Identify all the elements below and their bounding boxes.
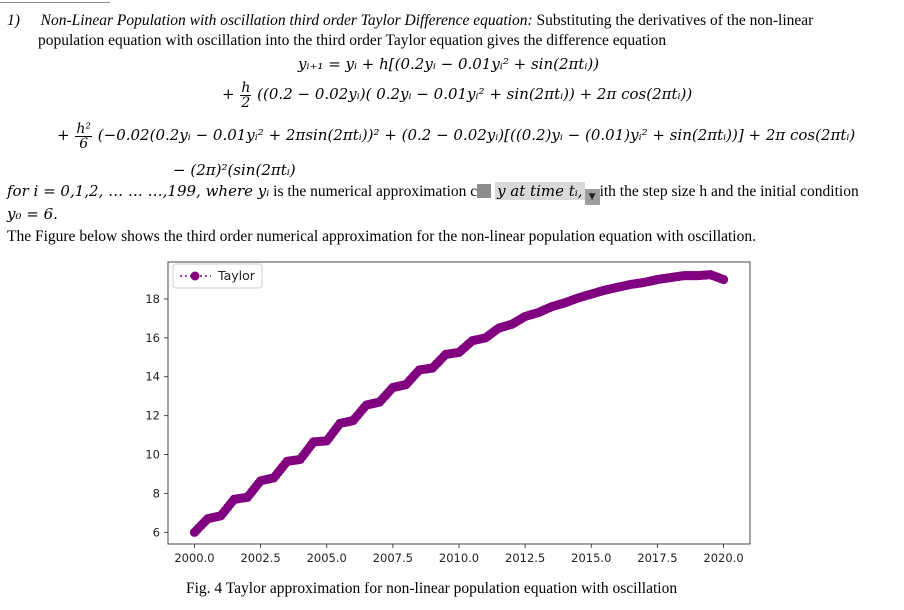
y-tick-label: 12 bbox=[145, 409, 160, 423]
x-tick-label: 2012.5 bbox=[505, 551, 545, 565]
plot-area bbox=[167, 261, 751, 545]
y-tick-label: 18 bbox=[145, 292, 160, 306]
x-tick-label: 2002.5 bbox=[240, 551, 280, 565]
x-tick-label: 2000.0 bbox=[174, 551, 214, 565]
equation-plus: + bbox=[57, 126, 70, 144]
equation-line-3-body: (−0.02(0.2yᵢ − 0.01yᵢ² + 2πsin(2πtᵢ))² +… bbox=[97, 126, 856, 144]
fraction-h2-over-6: h² 6 bbox=[75, 122, 92, 151]
fraction-denominator: 6 bbox=[79, 135, 89, 152]
y-tick-label: 8 bbox=[153, 486, 160, 500]
figure-intro: The Figure below shows the third order n… bbox=[7, 228, 756, 245]
section-heading: 1) Non-Linear Population with oscillatio… bbox=[7, 12, 813, 30]
equation-line-3: + h² 6 (−0.02(0.2yᵢ − 0.01yᵢ² + 2πsin(2π… bbox=[57, 116, 855, 154]
figure-caption: Fig. 4 Taylor approximation for non-line… bbox=[186, 580, 678, 597]
fraction-denominator: 2 bbox=[241, 94, 251, 111]
x-tick-label: 2015.0 bbox=[571, 551, 611, 565]
fraction-h-over-2: h 2 bbox=[240, 79, 252, 111]
x-tick-label: 2017.5 bbox=[637, 551, 677, 565]
conditions-text: is the numerical approximation c bbox=[273, 183, 478, 200]
x-axis-ticks: 2000.0 2002.5 2005.0 2007.5 2010.0 2012.5 2015… bbox=[174, 544, 744, 565]
top-rule bbox=[0, 2, 110, 3]
equation-line-2: + h 2 ((0.2 − 0.02yᵢ)( 0.2yᵢ − 0.01yᵢ² +… bbox=[222, 76, 692, 112]
fraction-numerator: h² bbox=[75, 120, 92, 137]
dropdown-arrow-icon[interactable]: ▼ bbox=[584, 189, 600, 205]
legend-label: Taylor bbox=[217, 268, 256, 283]
section-number: 1) bbox=[7, 12, 20, 29]
x-tick-label: 2007.5 bbox=[373, 551, 413, 565]
x-tick-label: 2020.0 bbox=[703, 551, 743, 565]
legend: Taylor bbox=[172, 263, 263, 289]
section-title: Non-Linear Population with oscillation t… bbox=[40, 12, 533, 29]
selection-handle-icon[interactable] bbox=[477, 184, 492, 198]
conditions-line: for i = 0,1,2, … … …,199, where yᵢ is th… bbox=[7, 182, 859, 205]
equation-line-4: − (2π)²(sin(2πtᵢ) bbox=[173, 161, 296, 179]
y-tick-label: 6 bbox=[153, 525, 160, 539]
y-axis-ticks: 6 8 10 12 14 16 18 bbox=[145, 292, 168, 539]
conditions-index: for i = 0,1,2, … … …,199, where yᵢ bbox=[7, 182, 270, 200]
y-tick-label: 10 bbox=[145, 448, 160, 462]
legend-marker bbox=[190, 271, 200, 281]
series-points bbox=[189, 270, 729, 537]
fraction-numerator: h bbox=[240, 79, 252, 96]
conditions-tail: ith the step size h and the initial cond… bbox=[599, 183, 859, 200]
y-tick-label: 16 bbox=[145, 331, 160, 345]
y-tick-label: 14 bbox=[145, 370, 160, 384]
selected-text[interactable]: y at time tᵢ, bbox=[495, 182, 585, 200]
x-tick-label: 2010.0 bbox=[439, 551, 479, 565]
equation-line-2-body: ((0.2 − 0.02yᵢ)( 0.2yᵢ − 0.01yᵢ² + sin(2… bbox=[257, 85, 693, 103]
taylor-chart: 2000.0 2002.5 2005.0 2007.5 2010.0 2012.5 2015… bbox=[145, 261, 751, 565]
section-intro-1: Substituting the derivatives of the non-… bbox=[536, 12, 814, 29]
legend-box bbox=[172, 263, 263, 289]
equation-line-1: yᵢ₊₁ = yᵢ + h[(0.2yᵢ − 0.01yᵢ² + sin(2πt… bbox=[298, 55, 600, 73]
x-tick-label: 2005.0 bbox=[307, 551, 347, 565]
section-intro-2: population equation with oscillation int… bbox=[38, 32, 667, 49]
initial-condition: y₀ = 6. bbox=[7, 205, 58, 223]
equation-plus: + bbox=[222, 85, 235, 103]
series-point bbox=[718, 274, 729, 285]
